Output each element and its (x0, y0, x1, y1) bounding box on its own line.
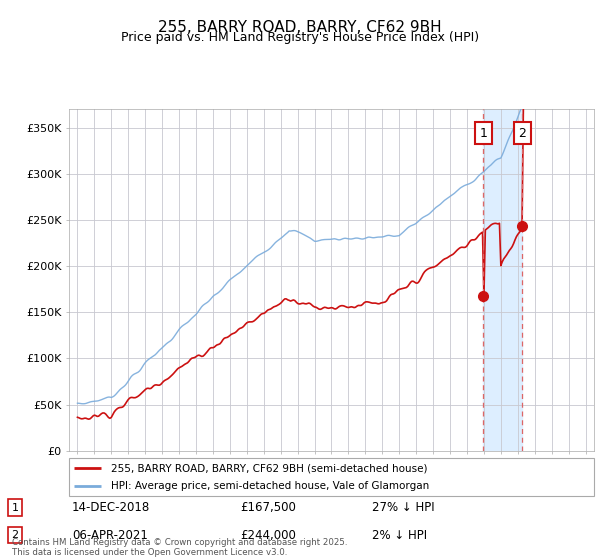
Text: £244,000: £244,000 (240, 529, 296, 542)
Text: 06-APR-2021: 06-APR-2021 (72, 529, 148, 542)
Bar (483, 109, 523, 451)
Text: 255, BARRY ROAD, BARRY, CF62 9BH: 255, BARRY ROAD, BARRY, CF62 9BH (158, 20, 442, 35)
Text: Contains HM Land Registry data © Crown copyright and database right 2025.
This d: Contains HM Land Registry data © Crown c… (12, 538, 347, 557)
Text: £167,500: £167,500 (240, 501, 296, 514)
Text: 2% ↓ HPI: 2% ↓ HPI (372, 529, 427, 542)
Text: 2: 2 (11, 530, 19, 540)
Text: 27% ↓ HPI: 27% ↓ HPI (372, 501, 434, 514)
Text: 1: 1 (11, 502, 19, 512)
Text: 2: 2 (518, 127, 526, 139)
Text: 1: 1 (479, 127, 487, 139)
Text: Price paid vs. HM Land Registry's House Price Index (HPI): Price paid vs. HM Land Registry's House … (121, 31, 479, 44)
Text: 255, BARRY ROAD, BARRY, CF62 9BH (semi-detached house): 255, BARRY ROAD, BARRY, CF62 9BH (semi-d… (111, 463, 427, 473)
Text: HPI: Average price, semi-detached house, Vale of Glamorgan: HPI: Average price, semi-detached house,… (111, 481, 429, 491)
Text: 14-DEC-2018: 14-DEC-2018 (72, 501, 150, 514)
